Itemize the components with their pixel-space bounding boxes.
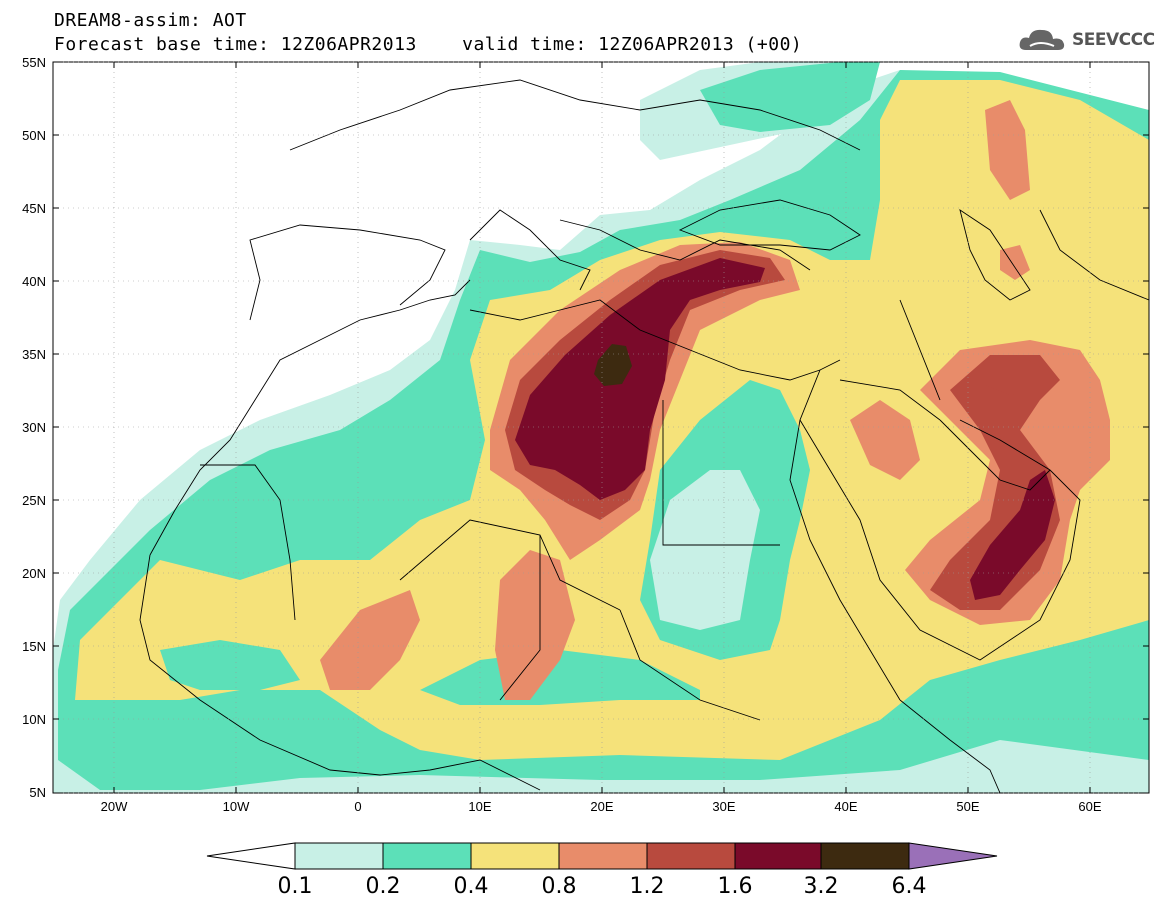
border-africa-4 bbox=[499, 535, 541, 701]
border-africa-5 bbox=[619, 609, 761, 721]
forecast-times: Forecast base time: 12Z06APR2013 valid t… bbox=[54, 34, 803, 55]
aot-band-0.8-chad bbox=[495, 550, 575, 700]
lon-label-10w: 10W bbox=[223, 799, 250, 814]
lon-label-20w: 20W bbox=[101, 799, 128, 814]
border-mideast-2 bbox=[899, 299, 941, 401]
colorbar-under-arrow bbox=[206, 842, 296, 870]
colorbar-segment-2 bbox=[382, 842, 472, 870]
seevccc-logo: SEEVCCC bbox=[1018, 26, 1155, 54]
border-africa-3 bbox=[662, 400, 780, 546]
colorbar-label-0.1: 0.1 bbox=[278, 874, 313, 899]
coast-north-africa bbox=[469, 299, 841, 381]
lat-label-55n: 55N bbox=[22, 55, 46, 70]
colorbar-label-3.2: 3.2 bbox=[804, 874, 839, 899]
latitude-labels: 55N 50N 45N 40N 35N 30N 25N 20N 15N 10N … bbox=[22, 55, 46, 800]
aot-band-0.8-caspian bbox=[1000, 245, 1030, 280]
lat-label-30n: 30N bbox=[22, 420, 46, 435]
lon-label-30e: 30E bbox=[712, 799, 735, 814]
colorbar-segment-1 bbox=[294, 842, 384, 870]
aot-band-0.8-niger bbox=[320, 590, 420, 690]
aot-band-0.2-sahel bbox=[420, 650, 700, 705]
coastlines bbox=[139, 79, 1149, 793]
colorbar-segment-6 bbox=[734, 842, 822, 870]
coast-horn bbox=[899, 699, 1001, 793]
lat-label-25n: 25N bbox=[22, 493, 46, 508]
lat-label-20n: 20N bbox=[22, 566, 46, 581]
coast-iberia bbox=[249, 224, 446, 321]
aot-band-0.2-north bbox=[700, 62, 880, 132]
coast-west-africa bbox=[149, 279, 471, 556]
colorbar-segment-3 bbox=[470, 842, 560, 870]
lon-label-20e: 20E bbox=[590, 799, 613, 814]
colorbar-label-0.8: 0.8 bbox=[542, 874, 577, 899]
border-mideast-1 bbox=[839, 379, 941, 421]
lat-label-40n: 40N bbox=[22, 274, 46, 289]
lat-label-35n: 35N bbox=[22, 347, 46, 362]
aot-band-1.6-arabia bbox=[970, 470, 1055, 600]
cloud-icon bbox=[1019, 29, 1065, 50]
lon-label-10e: 10E bbox=[468, 799, 491, 814]
aot-band-0.8-kazakh bbox=[985, 100, 1030, 200]
colorbar-label-1.6: 1.6 bbox=[718, 874, 753, 899]
colorbar-segment-7 bbox=[820, 842, 910, 870]
coast-arabia bbox=[799, 419, 1081, 661]
coast-gulf-guinea bbox=[139, 554, 541, 791]
map-title: DREAM8-assim: AOT bbox=[54, 10, 247, 31]
lon-label-40e: 40E bbox=[834, 799, 857, 814]
colorbar-label-1.2: 1.2 bbox=[630, 874, 665, 899]
coast-persian-gulf bbox=[939, 419, 1051, 491]
graticule bbox=[53, 61, 1149, 794]
lat-label-5n: 5N bbox=[29, 785, 46, 800]
border-africa-1 bbox=[200, 464, 296, 621]
coast-italy bbox=[469, 209, 591, 291]
colorbar-over-arrow bbox=[908, 842, 998, 870]
aot-band-3.2 bbox=[594, 344, 632, 386]
lon-label-0: 0 bbox=[354, 799, 361, 814]
aot-field bbox=[53, 62, 1149, 793]
logo-text: SEEVCCC bbox=[1072, 30, 1155, 50]
lat-label-15n: 15N bbox=[22, 639, 46, 654]
lat-label-45n: 45N bbox=[22, 201, 46, 216]
lon-label-60e: 60E bbox=[1078, 799, 1101, 814]
aot-band-1.6-iran bbox=[985, 355, 1045, 395]
border-asia-1 bbox=[1039, 209, 1149, 301]
lon-label-50e: 50E bbox=[956, 799, 979, 814]
colorbar-label-0.2: 0.2 bbox=[366, 874, 401, 899]
aot-band-1.6-libya bbox=[515, 258, 765, 500]
aot-band-0.1-interior bbox=[650, 470, 760, 630]
coast-balkans bbox=[559, 219, 811, 271]
coast-caspian bbox=[959, 208, 1031, 301]
coast-europe-north bbox=[289, 79, 861, 151]
colorbar-label-6.4: 6.4 bbox=[892, 874, 927, 899]
lat-label-50n: 50N bbox=[22, 128, 46, 143]
colorbar-label-0.4: 0.4 bbox=[454, 874, 489, 899]
coast-black-sea bbox=[678, 199, 861, 251]
lat-label-10n: 10N bbox=[22, 712, 46, 727]
axis-ticks bbox=[53, 61, 1149, 794]
colorbar-segment-5 bbox=[646, 842, 736, 870]
colorbar: 0.1 0.2 0.4 0.8 1.2 1.6 3.2 6.4 bbox=[206, 842, 998, 899]
aot-band-0.2-westafrica bbox=[160, 640, 300, 690]
longitude-labels: 20W 10W 0 10E 20E 30E 40E 50E 60E bbox=[101, 799, 1102, 814]
colorbar-segment-4 bbox=[558, 842, 648, 870]
aot-band-0.8-iraq bbox=[850, 400, 920, 480]
